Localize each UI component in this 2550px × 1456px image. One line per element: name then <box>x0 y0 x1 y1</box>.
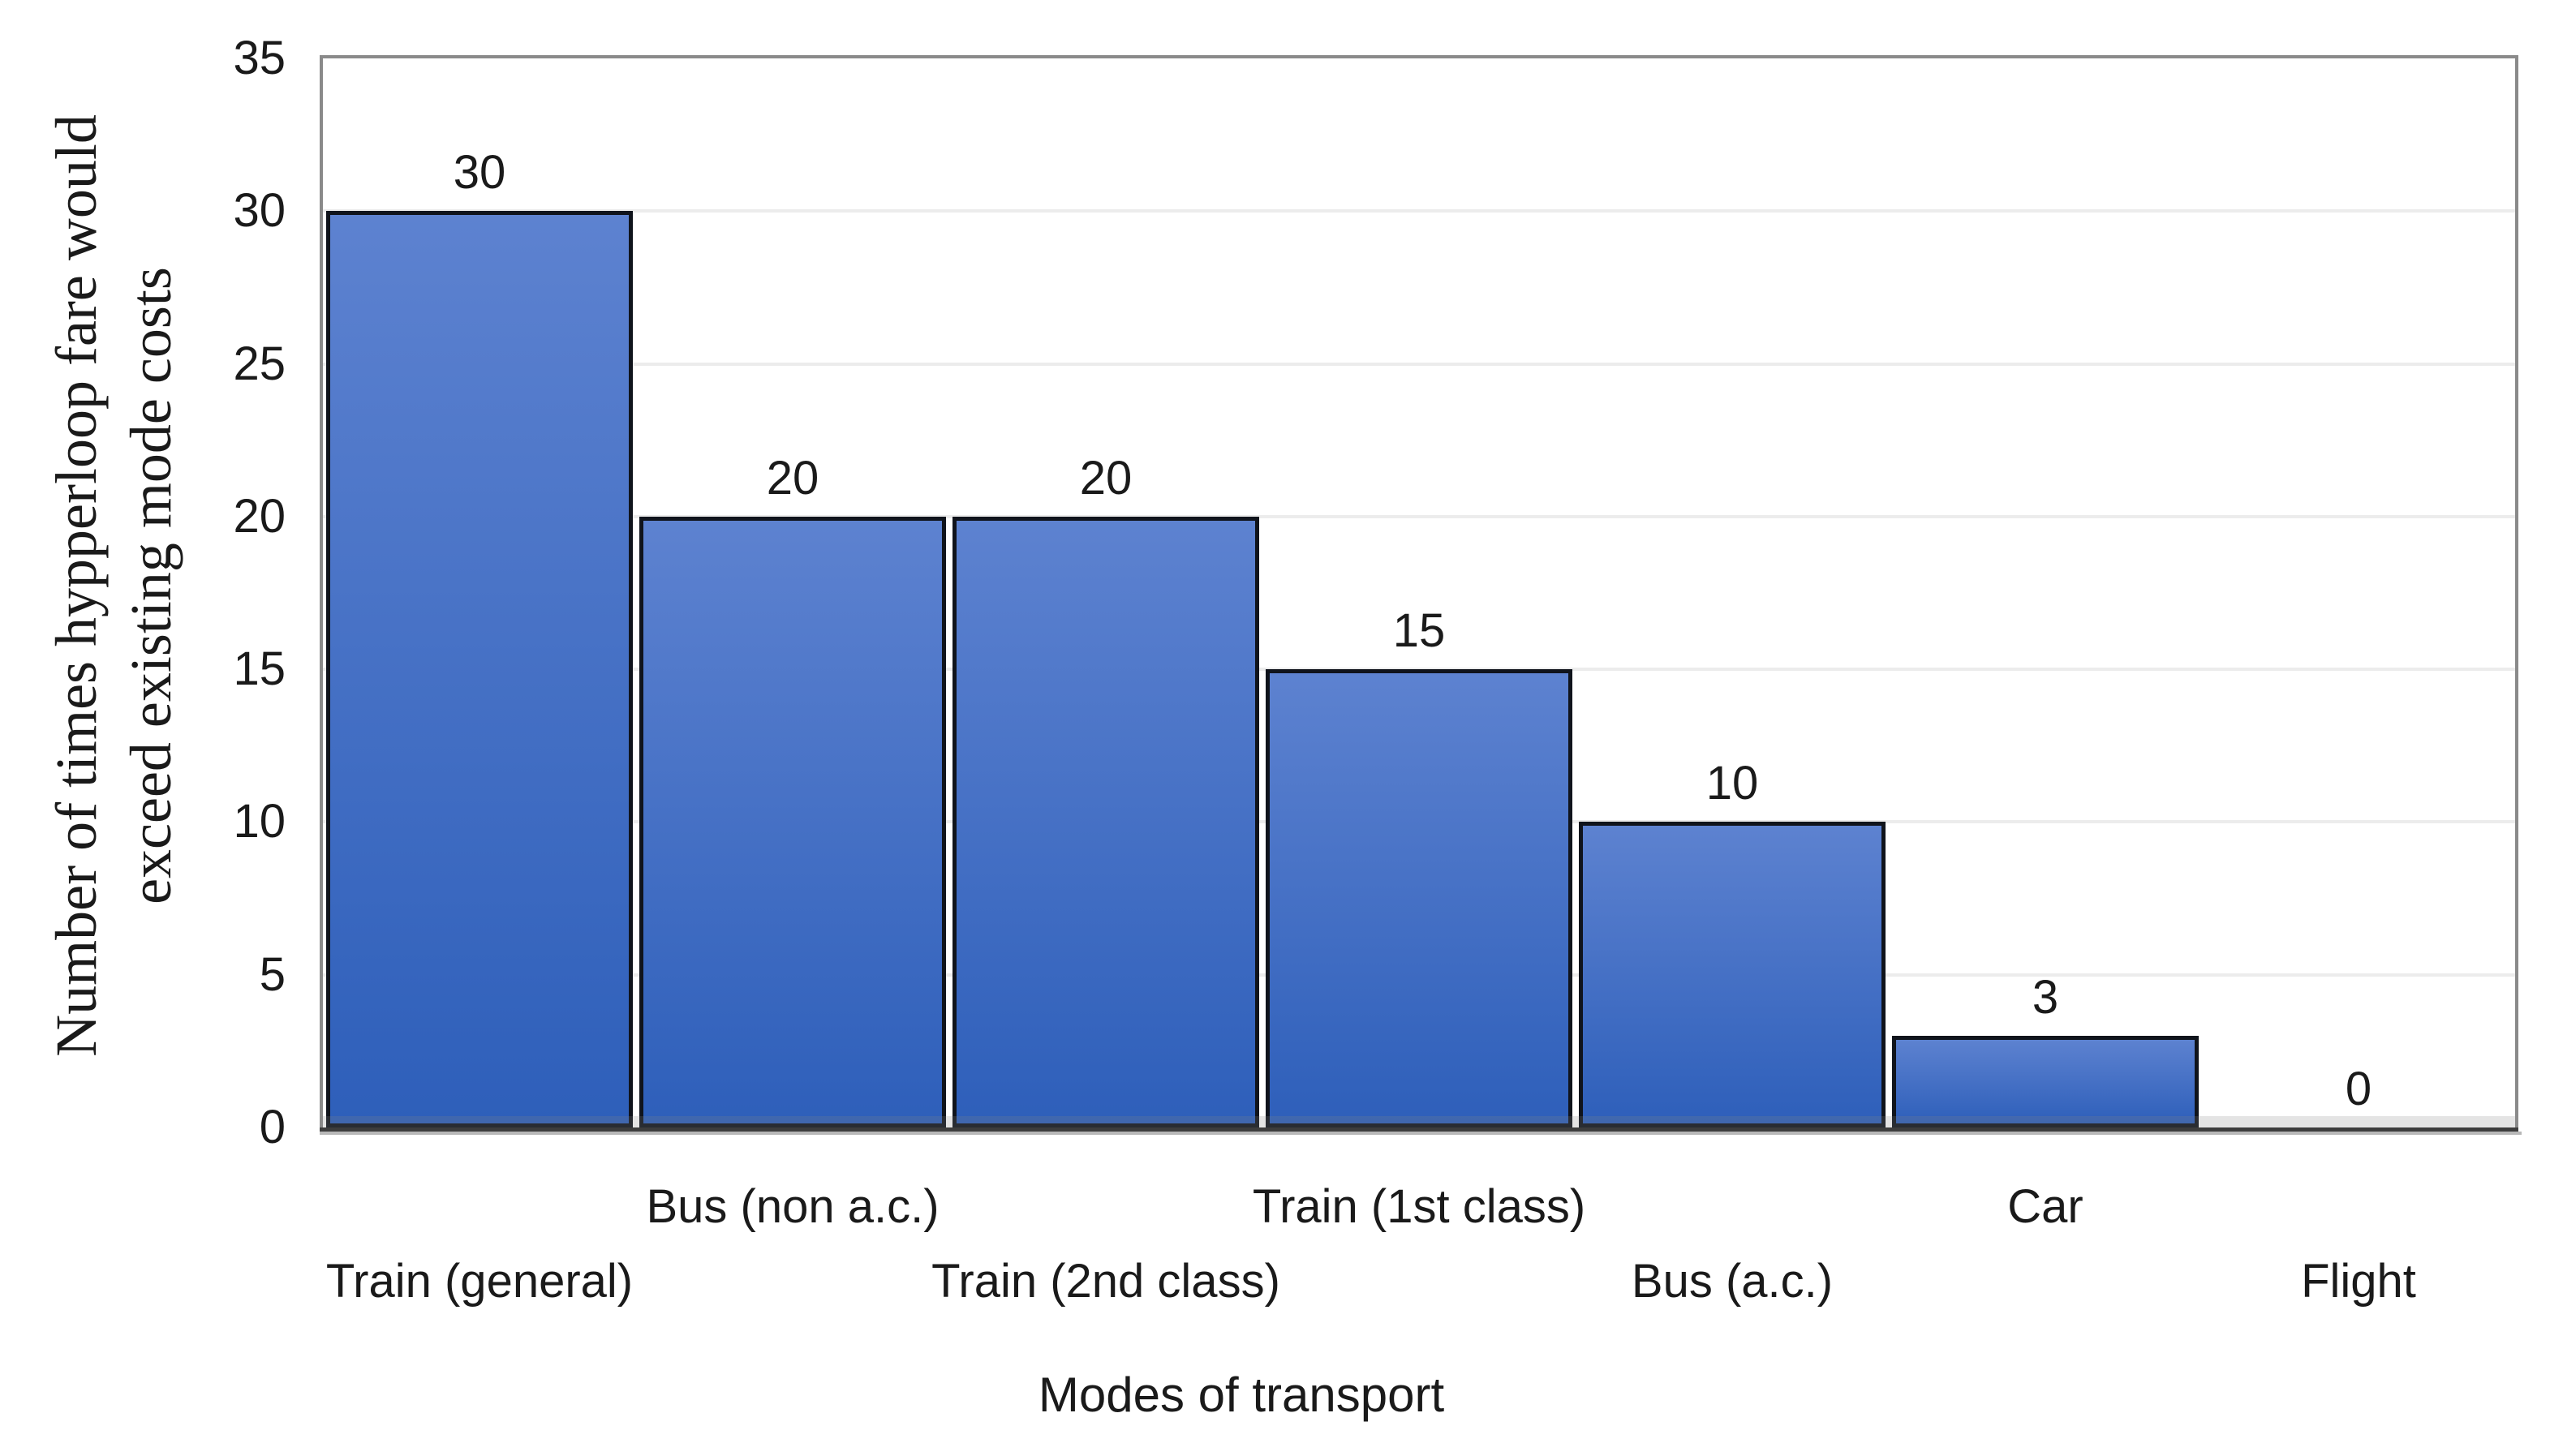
data-label-Bus (a.c.): 10 <box>1705 757 1759 810</box>
y-tick-label-15: 15 <box>233 642 286 696</box>
x-category-label-Train (general): Train (general) <box>325 1255 634 1308</box>
plot-border-left <box>320 55 323 1131</box>
x-category-label-Bus (a.c.): Bus (a.c.) <box>1631 1255 1834 1308</box>
x-axis-line-shadow <box>320 1132 2522 1135</box>
bar-Train (1st class) <box>1266 669 1572 1127</box>
gridline-20 <box>323 514 2515 518</box>
data-label-Flight: 0 <box>2345 1063 2372 1115</box>
data-label-Train (2nd class): 20 <box>1079 451 1133 505</box>
x-category-label-Flight: Flight <box>2301 1255 2416 1308</box>
x-axis-title: Modes of transport <box>1038 1368 1445 1422</box>
y-tick-label-30: 30 <box>233 184 286 238</box>
plot-border-right <box>2515 55 2518 1131</box>
y-axis-title-line-1: Number of times hypperloop fare would <box>44 114 109 1057</box>
data-label-Train (general): 30 <box>453 146 506 200</box>
y-axis-title: Number of times hypperloop fare would ex… <box>39 114 188 1057</box>
bar-Bus (non a.c.) <box>639 516 946 1127</box>
data-label-Train (1st class): 15 <box>1392 604 1446 658</box>
data-label-Car: 3 <box>2032 971 2059 1024</box>
x-category-label-Car: Car <box>2007 1180 2083 1233</box>
data-label-Bus (non a.c.): 20 <box>766 451 819 505</box>
y-axis-title-line-2: exceed existing mode costs <box>118 267 183 904</box>
axis-inner-shadow <box>323 1116 2515 1127</box>
bar-Train (general) <box>326 211 633 1127</box>
gridline-25 <box>323 362 2515 366</box>
y-tick-label-35: 35 <box>233 32 286 84</box>
y-tick-label-0: 0 <box>259 1101 286 1153</box>
y-tick-label-25: 25 <box>233 337 286 390</box>
plot-border-top <box>323 55 2515 58</box>
y-tick-label-5: 5 <box>259 947 286 1001</box>
bar-Bus (a.c.) <box>1579 822 1886 1127</box>
y-tick-label-10: 10 <box>233 795 286 848</box>
x-category-label-Train (1st class): Train (1st class) <box>1252 1180 1586 1233</box>
x-category-label-Train (2nd class): Train (2nd class) <box>931 1255 1280 1308</box>
gridline-30 <box>323 209 2515 213</box>
bar-Train (2nd class) <box>952 516 1259 1127</box>
bar-Car <box>1892 1036 2199 1127</box>
x-axis-line <box>320 1127 2518 1132</box>
y-tick-label-20: 20 <box>233 489 286 543</box>
x-category-label-Bus (non a.c.): Bus (non a.c.) <box>646 1180 940 1233</box>
